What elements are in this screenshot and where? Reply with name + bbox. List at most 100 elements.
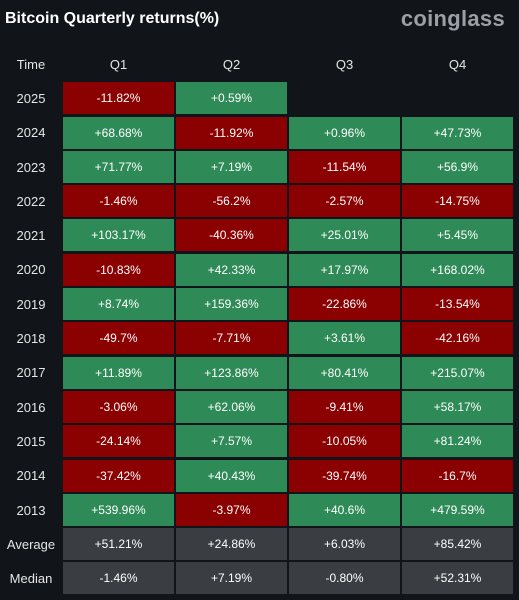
return-cell: -1.46% [63, 185, 174, 218]
return-cell: -24.14% [63, 425, 174, 458]
brand-logo: coinglass [400, 6, 505, 31]
return-cell: +479.59% [402, 493, 513, 526]
return-cell: +539.96% [63, 493, 174, 526]
table-row: 2024 +68.68% -11.92% +0.96% +47.73% [0, 116, 519, 150]
summary-cell: -0.80% [289, 562, 400, 595]
summary-cell: -1.46% [63, 562, 174, 595]
return-cell: -42.16% [402, 322, 513, 355]
return-cell: +58.17% [402, 390, 513, 423]
return-cell: -14.75% [402, 185, 513, 218]
return-cell: +25.01% [289, 219, 400, 252]
summary-row: Median -1.46% +7.19% -0.80% +52.31% [0, 561, 519, 595]
return-cell: -22.86% [289, 288, 400, 321]
return-cell: -9.41% [289, 390, 400, 423]
return-cell: +40.43% [176, 459, 287, 492]
return-cell: +42.33% [176, 253, 287, 286]
return-cell: +123.86% [176, 356, 287, 389]
return-cell: -37.42% [63, 459, 174, 492]
table-row: 2020 -10.83% +42.33% +17.97% +168.02% [0, 253, 519, 287]
row-year-label: 2015 [16, 433, 46, 449]
row-year-label: 2020 [16, 262, 46, 278]
table-row: 2017 +11.89% +123.86% +80.41% +215.07% [0, 356, 519, 390]
return-cell: -11.82% [63, 82, 174, 115]
return-cell: +47.73% [402, 116, 513, 149]
return-cell: -56.2% [176, 185, 287, 218]
row-year-label: 2016 [16, 399, 46, 415]
return-cell: +17.97% [289, 253, 400, 286]
row-year-label: 2019 [16, 296, 46, 312]
table-row: 2014 -37.42% +40.43% -39.74% -16.7% [0, 459, 519, 493]
return-cell: -3.97% [176, 493, 287, 526]
row-year-label: 2021 [16, 228, 46, 244]
summary-label: Median [9, 571, 53, 587]
returns-table: Time Q1 Q2 Q3 Q4 2025 -11.82% +0.59% 2024 +6… [0, 47, 519, 596]
return-cell: +5.45% [402, 219, 513, 252]
return-cell: +8.74% [63, 288, 174, 321]
return-cell: +81.24% [402, 425, 513, 458]
return-cell: +80.41% [289, 356, 400, 389]
return-cell: -11.92% [176, 116, 287, 149]
return-cell: -49.7% [63, 322, 174, 355]
return-cell: +103.17% [63, 219, 174, 252]
return-cell: +7.57% [176, 425, 287, 458]
return-cell: +3.61% [289, 322, 400, 355]
return-cell: -13.54% [402, 288, 513, 321]
row-year-label: 2017 [16, 365, 46, 381]
return-cell: -3.06% [63, 390, 174, 423]
return-cell: +0.59% [176, 82, 287, 115]
summary-cell: +6.03% [289, 528, 400, 561]
row-year-label: 2018 [16, 331, 46, 347]
return-cell [289, 82, 400, 114]
row-year-label: 2025 [16, 90, 46, 106]
column-header-q4: Q4 [448, 56, 467, 72]
return-cell: +68.68% [63, 116, 174, 149]
summary-cell: +85.42% [402, 528, 513, 561]
return-cell: +0.96% [289, 116, 400, 149]
header-row: Time Q1 Q2 Q3 Q4 [0, 47, 519, 81]
table-body: 2025 -11.82% +0.59% 2024 +68.68% -11.92% +0.96… [0, 81, 519, 595]
summary-label: Average [6, 536, 56, 552]
table-row: 2019 +8.74% +159.36% -22.86% -13.54% [0, 287, 519, 321]
row-year-label: 2014 [16, 468, 46, 484]
summary-cell: +51.21% [63, 528, 174, 561]
return-cell: -11.54% [289, 150, 400, 183]
return-cell: -40.36% [176, 219, 287, 252]
table-row: 2016 -3.06% +62.06% -9.41% +58.17% [0, 390, 519, 424]
row-year-label: 2024 [16, 125, 46, 141]
summary-cell: +7.19% [176, 562, 287, 595]
return-cell: +159.36% [176, 288, 287, 321]
chart-title: Bitcoin Quarterly returns(%) [5, 10, 220, 27]
return-cell: -39.74% [289, 459, 400, 492]
table-row: 2022 -1.46% -56.2% -2.57% -14.75% [0, 184, 519, 218]
table-row: 2023 +71.77% +7.19% -11.54% +56.9% [0, 150, 519, 184]
return-cell: -7.71% [176, 322, 287, 355]
column-header-q2: Q2 [222, 56, 241, 72]
return-cell: +40.6% [289, 493, 400, 526]
return-cell [402, 82, 513, 114]
return-cell: -10.83% [63, 253, 174, 286]
return-cell: -16.7% [402, 459, 513, 492]
return-cell: +215.07% [402, 356, 513, 389]
row-year-label: 2023 [16, 159, 46, 175]
row-year-label: 2013 [16, 502, 46, 518]
return-cell: +11.89% [63, 356, 174, 389]
return-cell: +71.77% [63, 150, 174, 183]
summary-cell: +52.31% [402, 562, 513, 595]
summary-row: Average +51.21% +24.86% +6.03% +85.42% [0, 527, 519, 561]
return-cell: +7.19% [176, 150, 287, 183]
table-row: 2025 -11.82% +0.59% [0, 81, 519, 115]
return-cell: +168.02% [402, 253, 513, 286]
corner-header: Time [16, 56, 46, 72]
return-cell: -10.05% [289, 425, 400, 458]
table-row: 2021 +103.17% -40.36% +25.01% +5.45% [0, 218, 519, 252]
column-header-q1: Q1 [109, 56, 128, 72]
table-row: 2018 -49.7% -7.71% +3.61% -42.16% [0, 321, 519, 355]
return-cell: -2.57% [289, 185, 400, 218]
table-row: 2015 -24.14% +7.57% -10.05% +81.24% [0, 424, 519, 458]
column-header-q3: Q3 [335, 56, 354, 72]
table-row: 2013 +539.96% -3.97% +40.6% +479.59% [0, 493, 519, 527]
return-cell: +56.9% [402, 150, 513, 183]
row-year-label: 2022 [16, 193, 46, 209]
return-cell: +62.06% [176, 390, 287, 423]
